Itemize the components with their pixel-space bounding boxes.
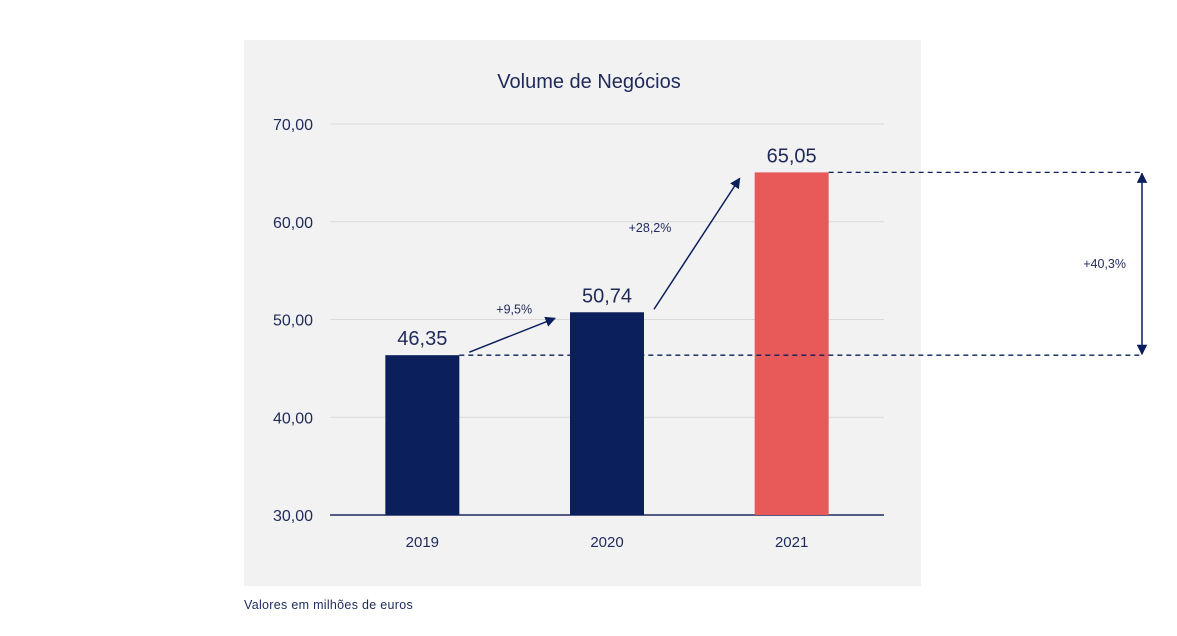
y-axis-ticks: 30,00 40,00 50,00 60,00 70,00 bbox=[273, 117, 313, 525]
x-tick-label: 2020 bbox=[590, 534, 623, 551]
value-labels: 46,35 50,74 65,05 bbox=[397, 145, 816, 350]
y-tick-label: 70,00 bbox=[273, 117, 313, 134]
chart-title: Volume de Negócios bbox=[497, 71, 680, 93]
x-tick-label: 2019 bbox=[406, 534, 439, 551]
x-axis-ticks: 2019 2020 2021 bbox=[406, 534, 809, 551]
growth-arrow bbox=[653, 177, 741, 310]
y-tick-label: 30,00 bbox=[273, 508, 313, 525]
value-label: 50,74 bbox=[582, 285, 632, 307]
growth-label: +9,5% bbox=[496, 302, 532, 316]
bars bbox=[385, 172, 829, 516]
x-tick-label: 2021 bbox=[775, 534, 808, 551]
bar-2020 bbox=[570, 312, 644, 515]
bar-2019 bbox=[385, 355, 460, 515]
value-label: 65,05 bbox=[767, 145, 817, 167]
y-tick-label: 50,00 bbox=[273, 313, 313, 330]
growth-arrow bbox=[469, 316, 556, 353]
y-tick-label: 60,00 bbox=[273, 215, 313, 232]
value-label: 46,35 bbox=[397, 328, 447, 350]
bar-2021 bbox=[754, 172, 829, 516]
y-tick-label: 40,00 bbox=[273, 410, 313, 427]
growth-label: +28,2% bbox=[629, 221, 672, 235]
footnote: Valores em milhões de euros bbox=[244, 598, 414, 612]
annotations: +9,5% +28,2% +40,3% bbox=[459, 171, 1148, 356]
range-label: +40,3% bbox=[1083, 257, 1126, 271]
